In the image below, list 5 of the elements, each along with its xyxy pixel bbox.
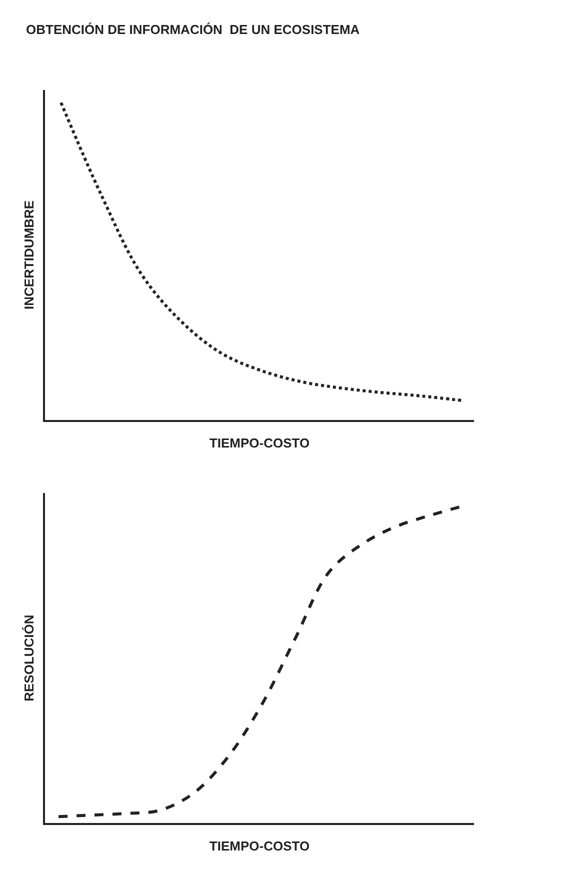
y-axis-title: RESOLUCIÓN xyxy=(21,614,36,702)
chart-title: OBTENCIÓN DE INFORMACIÓN DE UN ECOSISTEMA xyxy=(26,22,360,37)
y-axis-title: INCERTIDUMBRE xyxy=(21,200,36,310)
x-axis-title: TIEMPO-COSTO xyxy=(209,435,310,450)
x-axis-title: TIEMPO-COSTO xyxy=(209,838,310,854)
